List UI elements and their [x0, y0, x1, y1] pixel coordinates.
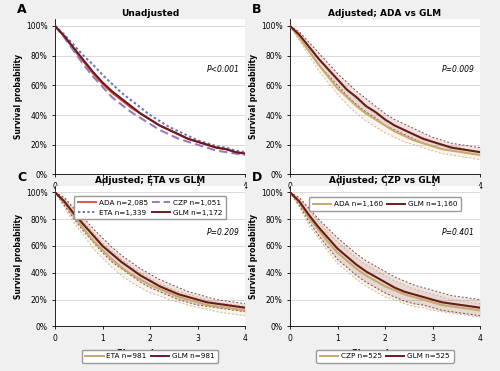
- Text: D: D: [252, 171, 262, 184]
- Text: P=0.209: P=0.209: [206, 228, 240, 237]
- X-axis label: Elapsed years: Elapsed years: [117, 197, 183, 206]
- Title: Adjusted; CZP vs GLM: Adjusted; CZP vs GLM: [330, 176, 440, 185]
- Text: P=0.009: P=0.009: [442, 65, 474, 74]
- Y-axis label: Survival probability: Survival probability: [14, 213, 23, 299]
- Text: A: A: [17, 3, 26, 16]
- Text: P=0.401: P=0.401: [442, 228, 474, 237]
- Text: P<0.001: P<0.001: [206, 65, 240, 74]
- Y-axis label: Survival probability: Survival probability: [249, 213, 258, 299]
- X-axis label: Elapsed years: Elapsed years: [117, 349, 183, 358]
- Y-axis label: Survival probability: Survival probability: [14, 54, 23, 139]
- X-axis label: Elapsed years: Elapsed years: [352, 349, 418, 358]
- X-axis label: Elapsed years: Elapsed years: [352, 197, 418, 206]
- Title: Adjusted; ADA vs GLM: Adjusted; ADA vs GLM: [328, 9, 442, 18]
- Legend: ADA n=2,085, ETA n=1,339, CZP n=1,051, GLM n=1,172: ADA n=2,085, ETA n=1,339, CZP n=1,051, G…: [74, 196, 226, 219]
- Text: C: C: [17, 171, 26, 184]
- Legend: ETA n=981, GLM n=981: ETA n=981, GLM n=981: [82, 349, 218, 363]
- Y-axis label: Survival probability: Survival probability: [249, 54, 258, 139]
- Text: B: B: [252, 3, 262, 16]
- Title: Adjusted; ETA vs GLM: Adjusted; ETA vs GLM: [95, 176, 205, 185]
- Legend: CZP n=525, GLM n=525: CZP n=525, GLM n=525: [316, 349, 454, 363]
- Legend: ADA n=1,160, GLM n=1,160: ADA n=1,160, GLM n=1,160: [309, 197, 461, 211]
- Title: Unadjusted: Unadjusted: [121, 9, 179, 18]
